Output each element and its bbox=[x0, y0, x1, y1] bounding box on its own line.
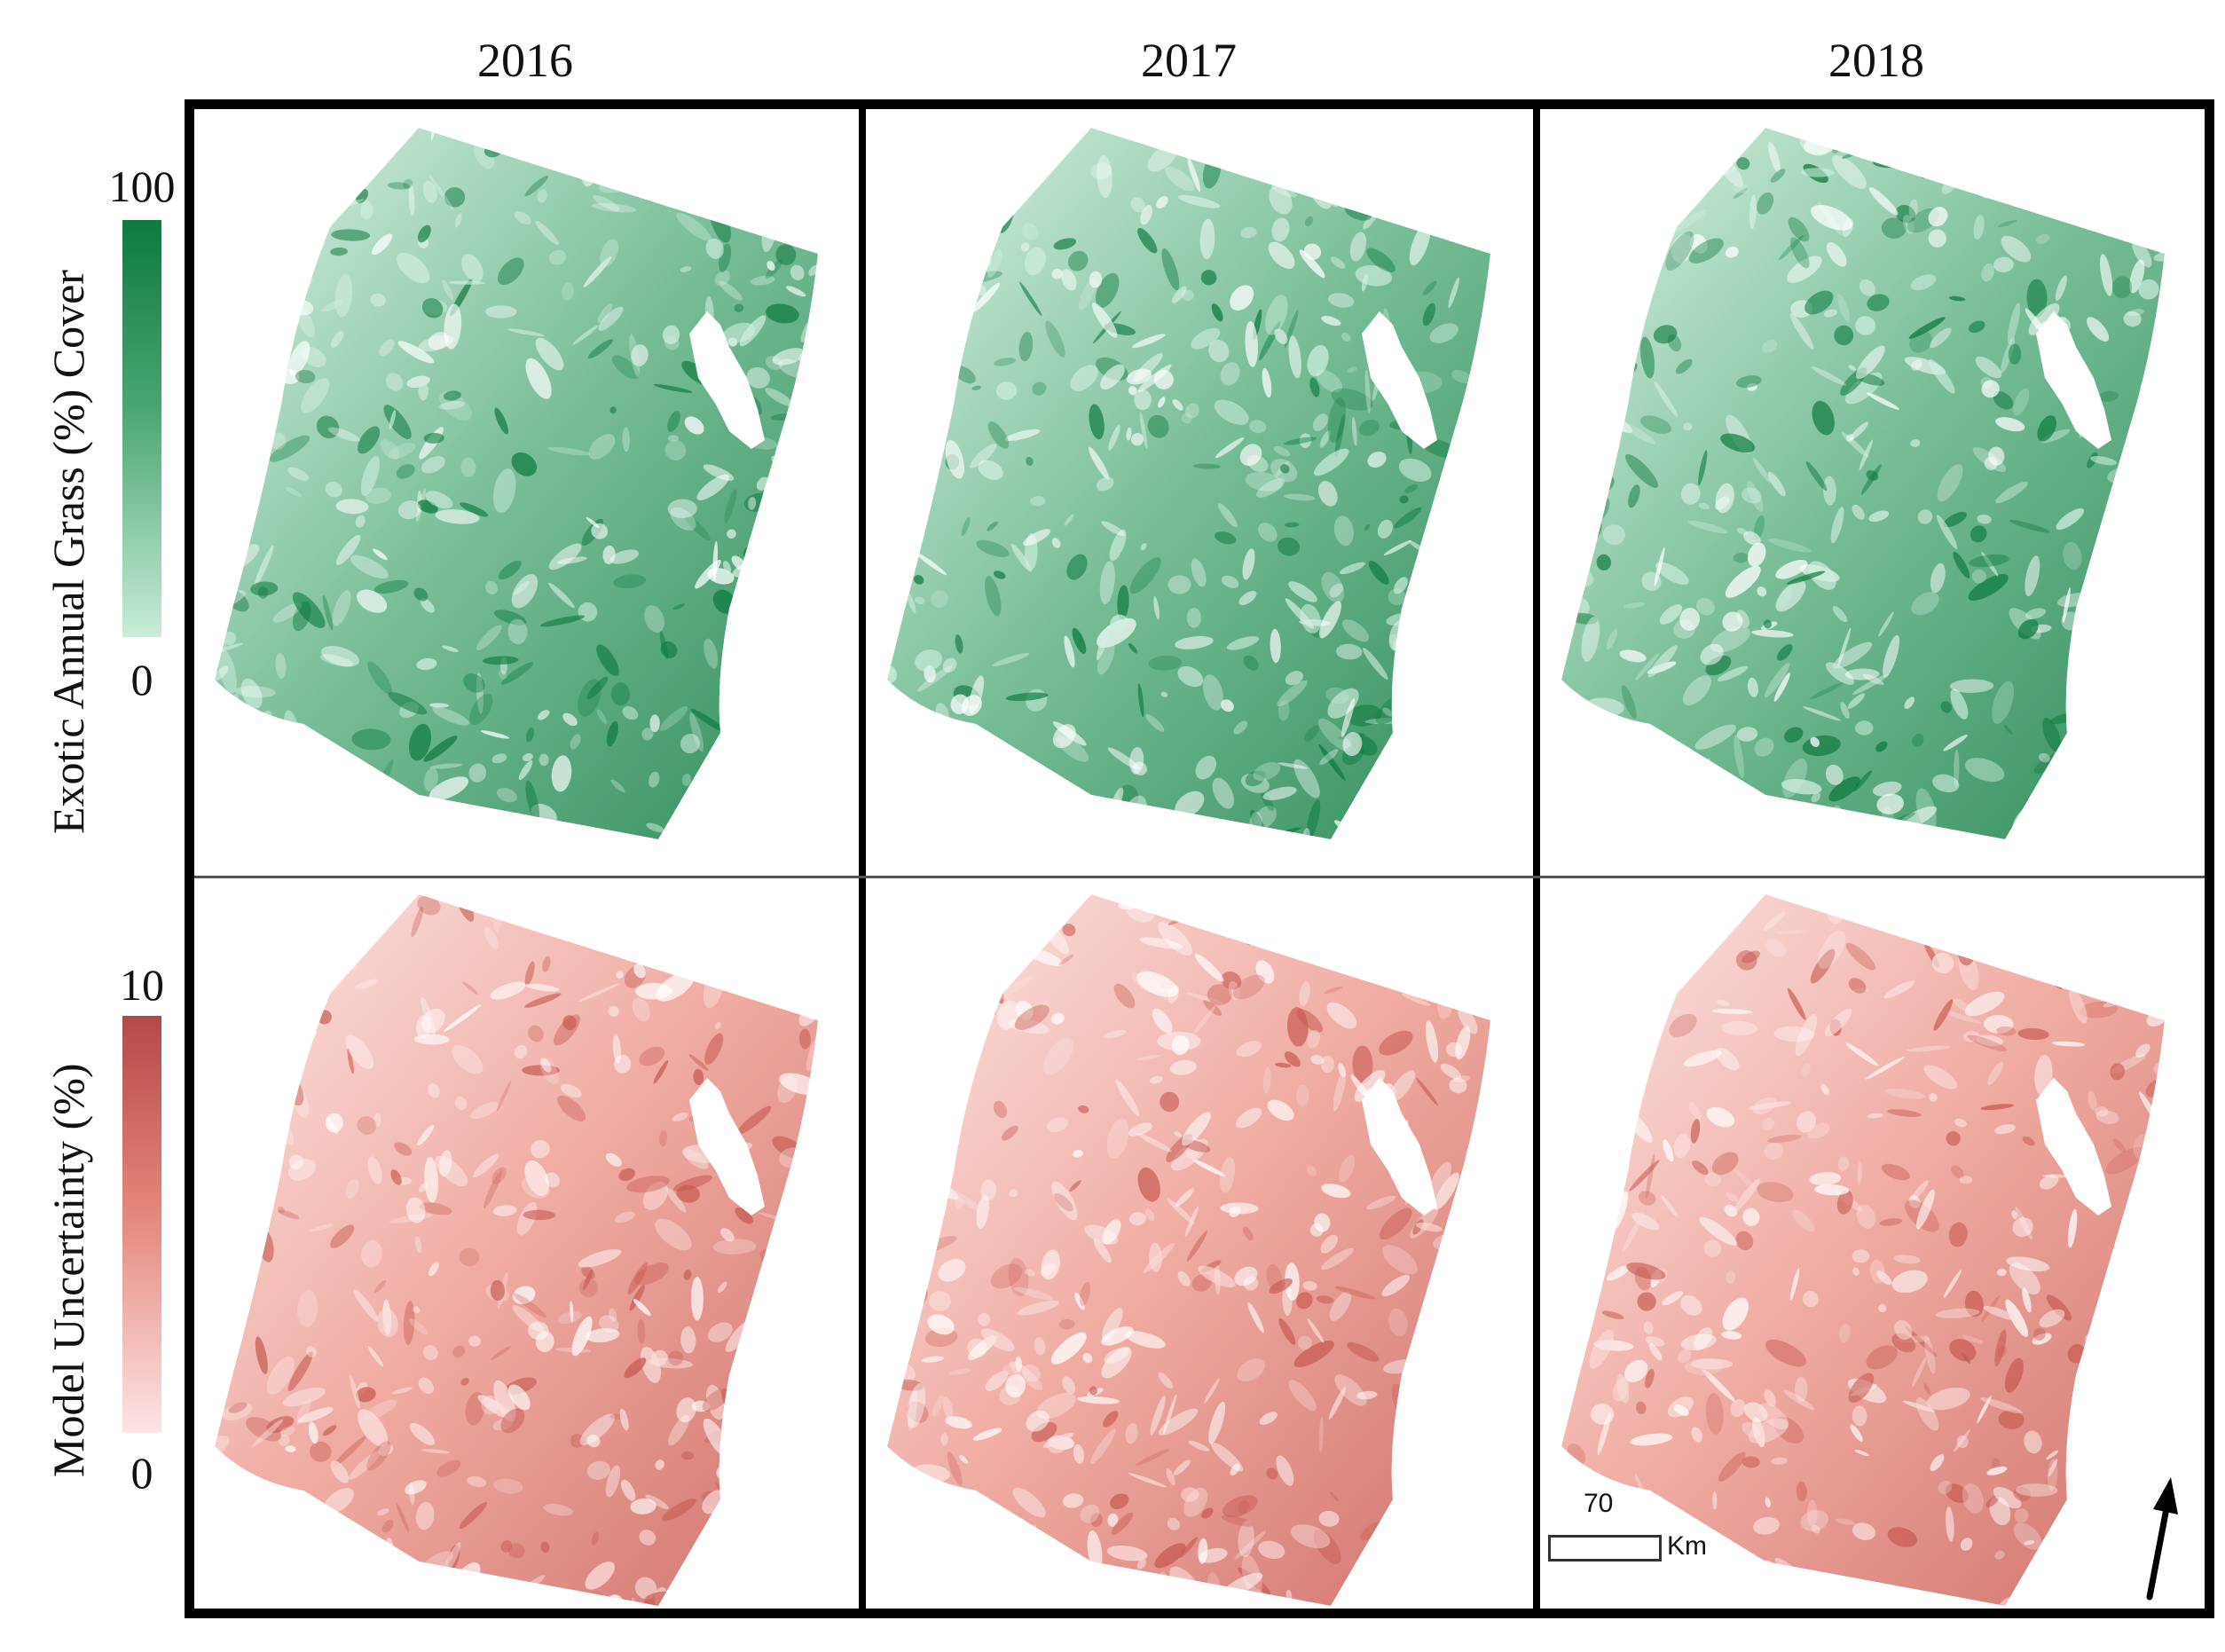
row-title-grass-cover: Exotic Annual Grass (%) Cover bbox=[43, 270, 93, 834]
north-arrow-icon bbox=[2134, 1477, 2187, 1606]
scale-bar-distance: 70 bbox=[1584, 1489, 1614, 1518]
legend-uncertainty-min: 0 bbox=[130, 1448, 153, 1498]
map-grass-2017 bbox=[869, 112, 1517, 857]
row-divider bbox=[194, 876, 2205, 878]
scale-bar-box bbox=[1548, 1535, 1662, 1562]
row-title-uncertainty: Model Uncertainty (%) bbox=[43, 1063, 93, 1477]
legend-grass-colorbar bbox=[122, 220, 161, 637]
column-label-2018: 2018 bbox=[1828, 34, 1924, 87]
legend-grass-max: 100 bbox=[108, 161, 176, 211]
column-divider-1 bbox=[859, 109, 866, 1609]
map-grid-frame bbox=[185, 99, 2214, 1618]
legend-uncertainty-max: 10 bbox=[120, 960, 164, 1010]
column-label-2017: 2017 bbox=[1141, 34, 1237, 87]
map-uncertainty-2018 bbox=[1544, 878, 2191, 1624]
legend-uncertainty-colorbar bbox=[122, 1016, 161, 1433]
map-uncertainty-2016 bbox=[197, 878, 845, 1624]
scale-bar-unit: Km bbox=[1667, 1531, 1707, 1561]
map-grass-2018 bbox=[1544, 112, 2191, 857]
column-divider-2 bbox=[1533, 109, 1540, 1609]
legend-grass-min: 0 bbox=[130, 655, 153, 704]
map-grass-2016 bbox=[197, 112, 845, 857]
column-label-2016: 2016 bbox=[477, 34, 573, 87]
map-uncertainty-2017 bbox=[869, 878, 1517, 1624]
